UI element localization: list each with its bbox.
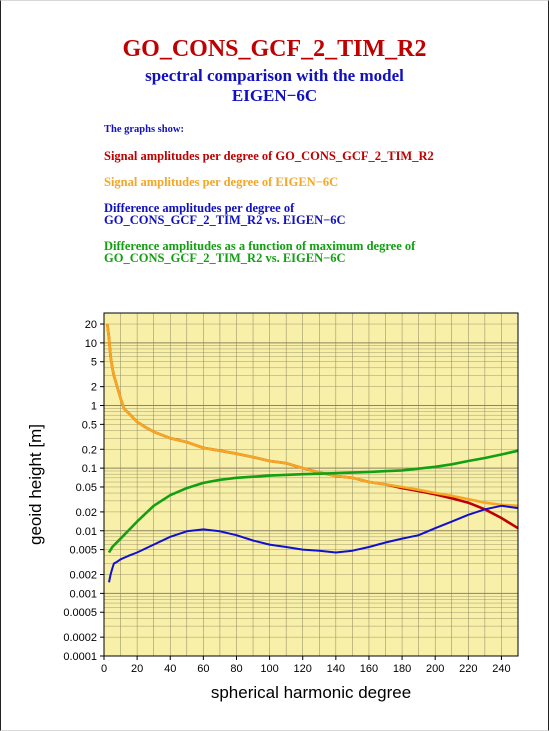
- x-tick-label: 180: [393, 663, 411, 675]
- y-axis-label: geoid height [m]: [26, 424, 45, 545]
- series-line-2: [106, 323, 519, 508]
- legend-item-difference-per-degree: Difference amplitudes per degree of GO_C…: [104, 201, 346, 227]
- x-tick-label: 200: [426, 663, 444, 675]
- y-tick-label: 0.002: [69, 570, 97, 582]
- x-tick-label: 40: [164, 663, 176, 675]
- legend-item-difference-line1: Difference amplitudes per degree of: [104, 201, 295, 215]
- legend-item-difference-line2: GO_CONS_GCF_2_TIM_R2 vs. EIGEN−6C: [104, 213, 346, 227]
- legend-item-cumulative-difference: Difference amplitudes as a function of m…: [104, 239, 416, 265]
- y-tick-label: 0.0002: [63, 632, 97, 644]
- y-tick-label: 0.001: [69, 588, 97, 600]
- legend-item-cumulative-line2: GO_CONS_GCF_2_TIM_R2 vs. EIGEN−6C: [104, 251, 346, 265]
- x-tick-label: 60: [197, 663, 209, 675]
- y-tick-label: 0.1: [82, 463, 97, 475]
- y-tick-label: 0.2: [82, 444, 97, 456]
- y-tick-label: 0.5: [82, 419, 97, 431]
- y-tick-label: 0.0005: [63, 607, 97, 619]
- x-tick-label: 160: [360, 663, 378, 675]
- x-tick-label: 120: [294, 663, 312, 675]
- y-tick-label: 1: [91, 401, 97, 413]
- legend-item-signal-model: Signal amplitudes per degree of GO_CONS_…: [104, 149, 434, 163]
- y-tick-label: 10: [85, 338, 97, 350]
- x-tick-label: 0: [101, 663, 107, 675]
- chart-subtitle-line2: EIGEN−6C: [231, 86, 318, 105]
- x-tick-label: 20: [131, 663, 143, 675]
- y-tick-label: 0.01: [76, 526, 97, 538]
- series-line-4: [107, 449, 519, 554]
- chart-subtitle-line1: spectral comparison with the model: [145, 66, 404, 85]
- chart-title: GO_CONS_GCF_2_TIM_R2: [122, 36, 427, 62]
- x-tick-label: 80: [230, 663, 242, 675]
- legend-item-signal-reference: Signal amplitudes per degree of EIGEN−6C: [104, 175, 339, 189]
- y-tick-label: 2: [91, 382, 97, 394]
- x-tick-label: 140: [327, 663, 345, 675]
- legend-intro: The graphs show:: [104, 124, 184, 135]
- legend-item-cumulative-line1: Difference amplitudes as a function of m…: [104, 239, 416, 253]
- y-tick-label: 0.02: [76, 507, 97, 519]
- y-tick-label: 0.005: [69, 545, 97, 557]
- x-tick-label: 240: [492, 663, 510, 675]
- plot-background: [104, 313, 518, 656]
- y-tick-label: 5: [91, 357, 97, 369]
- x-tick-label: 220: [459, 663, 477, 675]
- x-axis-label: spherical harmonic degree: [211, 683, 411, 702]
- y-tick-label: 0.05: [76, 482, 97, 494]
- series-line-3: [108, 504, 519, 583]
- y-tick-label: 0.0001: [63, 651, 97, 663]
- plot-frame: [103, 312, 519, 657]
- y-tick-label: 20: [85, 319, 97, 331]
- x-tick-label: 100: [260, 663, 278, 675]
